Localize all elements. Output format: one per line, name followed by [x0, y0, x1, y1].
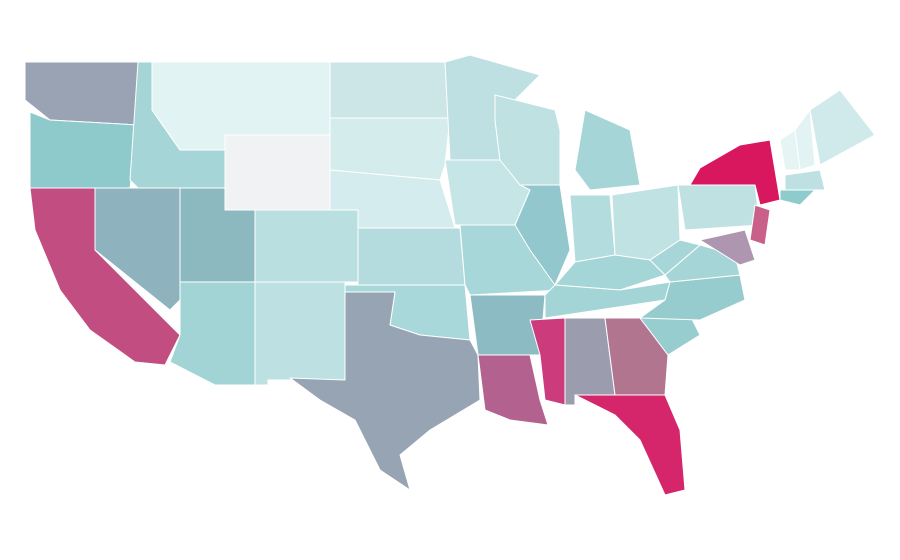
- region: [574, 394, 686, 496]
- region: [477, 354, 549, 426]
- region: [254, 281, 346, 386]
- region: [224, 134, 331, 211]
- region: [329, 61, 451, 119]
- region: [779, 189, 816, 206]
- region: [569, 194, 616, 263]
- region: [677, 184, 761, 231]
- region: [689, 139, 781, 206]
- region: [749, 204, 771, 246]
- region: [649, 239, 701, 276]
- region: [809, 89, 876, 166]
- region: [357, 227, 466, 286]
- region: [169, 281, 256, 386]
- region: [329, 117, 451, 181]
- region: [574, 109, 641, 191]
- region: [699, 229, 756, 266]
- region: [794, 109, 816, 171]
- region: [254, 209, 359, 283]
- region: [604, 317, 669, 396]
- region: [514, 184, 571, 286]
- region: [529, 317, 566, 406]
- region: [289, 291, 481, 491]
- region: [554, 254, 666, 291]
- region: [24, 61, 139, 126]
- region: [784, 169, 826, 191]
